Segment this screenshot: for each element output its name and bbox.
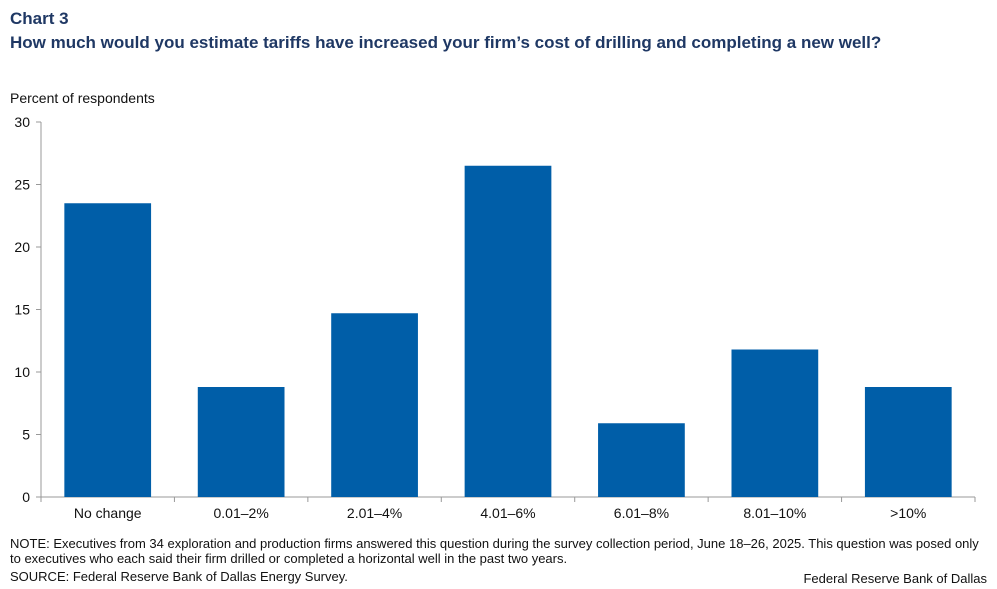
bar <box>598 423 685 497</box>
chart-title: How much would you estimate tariffs have… <box>10 33 882 52</box>
bar <box>464 165 552 497</box>
chart-source: SOURCE: Federal Reserve Bank of Dallas E… <box>10 569 348 584</box>
bar <box>64 203 152 497</box>
x-tick-label: >10% <box>890 505 926 521</box>
x-tick-label: 6.01–8% <box>614 505 669 521</box>
y-tick-label: 15 <box>14 302 30 318</box>
x-tick-label: 4.01–6% <box>480 505 535 521</box>
x-tick-label: 2.01–4% <box>347 505 402 521</box>
y-tick-label: 10 <box>14 364 30 380</box>
y-tick-label: 5 <box>22 427 30 443</box>
y-tick-label: 20 <box>14 239 30 255</box>
chart-number-label: Chart 3 <box>10 9 69 28</box>
y-axis-title: Percent of respondents <box>10 90 155 106</box>
chart-credit: Federal Reserve Bank of Dallas <box>803 571 987 586</box>
bar <box>197 387 285 497</box>
y-tick-label: 0 <box>22 489 30 505</box>
chart-note: NOTE: Executives from 34 exploration and… <box>10 536 979 566</box>
y-tick-label: 25 <box>14 177 30 193</box>
x-tick-label: 0.01–2% <box>214 505 269 521</box>
bar <box>731 349 819 497</box>
bar <box>331 313 418 497</box>
x-tick-label: No change <box>74 505 142 521</box>
bar-chart: 0 5 10 15 20 25 30 No change 0.01–2% 2.01–4% 4.01–… <box>14 114 976 521</box>
x-tick-label: 8.01–10% <box>743 505 806 521</box>
bar <box>864 387 952 497</box>
y-tick-label: 30 <box>14 114 30 130</box>
